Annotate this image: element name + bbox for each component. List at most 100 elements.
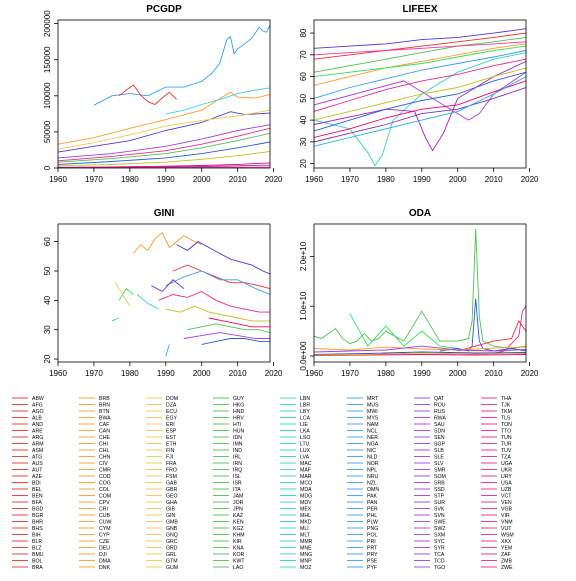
- x-tick-label: 2020: [265, 175, 283, 184]
- x-tick-label: 1960: [305, 175, 323, 184]
- series-line-0: [314, 228, 526, 349]
- series-line-9: [208, 317, 270, 328]
- y-tick-label: 150000: [43, 46, 52, 73]
- series-line-1: [349, 313, 458, 349]
- x-tick-label: 1980: [377, 369, 395, 378]
- legend-label: DNK: [99, 565, 110, 571]
- legend-label: IRN: [233, 461, 242, 467]
- series-line-4: [457, 320, 526, 352]
- legend-label: SWZ: [434, 526, 446, 532]
- series-line-14: [314, 45, 526, 78]
- series-line-8: [201, 338, 270, 345]
- legend-label: VNM: [501, 520, 513, 526]
- series-line-6: [58, 124, 270, 159]
- legend-label: PNG: [367, 526, 378, 532]
- legend-label: NCL: [367, 429, 377, 435]
- legend-label: BEN: [32, 494, 43, 500]
- legend-label: LSO: [300, 435, 310, 441]
- legend-label: CRI: [99, 507, 108, 513]
- y-tick-label: 0: [43, 165, 52, 170]
- x-tick-label: 1990: [413, 369, 431, 378]
- legend-label: SVK: [434, 507, 445, 513]
- x-tick-label: 2010: [485, 175, 503, 184]
- legend-label: BLR: [32, 539, 42, 545]
- legend-label: MYS: [367, 416, 379, 422]
- series-line-0: [314, 52, 526, 167]
- legend-label: MNE: [300, 546, 312, 552]
- legend-label: LBN: [300, 396, 310, 402]
- legend-label: NLD: [367, 455, 378, 461]
- legend-label: IND: [233, 448, 242, 454]
- legend-label: BRN: [99, 403, 110, 409]
- legend-label: KWT: [233, 559, 245, 565]
- legend-label: COD: [99, 474, 111, 480]
- legend-label: BRB: [99, 396, 110, 402]
- legend-label: NRU: [367, 474, 378, 480]
- legend-label: CZE: [99, 539, 110, 545]
- legend-label: ERI: [166, 422, 175, 428]
- legend-label: HKG: [233, 403, 244, 409]
- legend-label: GNB: [166, 526, 178, 532]
- series-line-4: [314, 32, 526, 60]
- legend-label: ZAF: [501, 552, 511, 558]
- legend-label: URY: [501, 474, 512, 480]
- legend-label: BIH: [32, 533, 41, 539]
- legend-label: ECU: [166, 409, 177, 415]
- legend-label: BDI: [32, 481, 41, 487]
- legend-label: GUM: [166, 565, 178, 571]
- legend-label: DZA: [166, 403, 177, 409]
- legend-label: TZA: [501, 455, 511, 461]
- legend-label: GRD: [166, 546, 178, 552]
- y-axis: 20 30 40 50 60: [43, 237, 58, 364]
- legend-label: AND: [32, 422, 43, 428]
- legend-label: JAM: [233, 494, 243, 500]
- series-group: [111, 232, 270, 357]
- series-line-6: [187, 323, 270, 334]
- y-tick-label: 50000: [43, 120, 52, 143]
- y-tick-label: 1.0e+10: [299, 291, 308, 321]
- legend-label: FSM: [166, 474, 177, 480]
- legend-label: NER: [367, 435, 378, 441]
- legend-label: MLT: [300, 533, 311, 539]
- legend-label: MAR: [300, 474, 312, 480]
- y-tick-label: 30: [299, 137, 308, 146]
- legend-label: THA: [501, 396, 512, 402]
- series-line-7: [58, 127, 270, 162]
- legend-label: SGP: [434, 442, 445, 448]
- legend-label: MMR: [300, 539, 313, 545]
- x-tick-label: 1960: [49, 369, 67, 378]
- legend-label: OMN: [367, 487, 379, 493]
- legend-label: RWA: [434, 416, 446, 422]
- legend: ABWAFGAGOALBANDAREARGARMASMATGAUSAUTAZEB…: [12, 396, 514, 571]
- legend-label: GIB: [166, 507, 175, 513]
- legend-label: WSM: [501, 533, 514, 539]
- legend-label: ITA: [233, 487, 241, 493]
- legend-label: SYR: [434, 546, 445, 552]
- legend-label: VIR: [501, 513, 510, 519]
- series-line-0: [133, 232, 202, 254]
- legend-label: MCO: [300, 481, 312, 487]
- panel-title: PCGDP: [146, 4, 182, 15]
- legend-label: NGA: [367, 442, 379, 448]
- legend-label: MOZ: [300, 565, 312, 571]
- legend-label: MKD: [300, 520, 312, 526]
- plot-frame: [313, 19, 527, 169]
- legend-label: LCA: [300, 416, 311, 422]
- legend-label: UKR: [501, 468, 512, 474]
- legend-label: CHE: [99, 435, 110, 441]
- legend-label: NPL: [367, 468, 377, 474]
- series-line-3: [314, 28, 526, 49]
- legend-label: KHM: [233, 533, 245, 539]
- legend-label: BHR: [32, 520, 43, 526]
- series-line-8: [58, 132, 270, 163]
- legend-label: MUS: [367, 403, 379, 409]
- legend-label: NOR: [367, 461, 379, 467]
- legend-label: NZL: [367, 481, 377, 487]
- legend-label: MAF: [300, 468, 311, 474]
- y-tick-label: 30: [43, 325, 52, 334]
- legend-label: UGA: [501, 461, 513, 467]
- legend-label: COL: [99, 487, 110, 493]
- legend-label: STP: [434, 494, 445, 500]
